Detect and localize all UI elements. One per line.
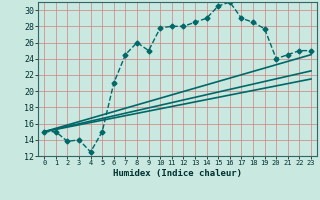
X-axis label: Humidex (Indice chaleur): Humidex (Indice chaleur) xyxy=(113,169,242,178)
